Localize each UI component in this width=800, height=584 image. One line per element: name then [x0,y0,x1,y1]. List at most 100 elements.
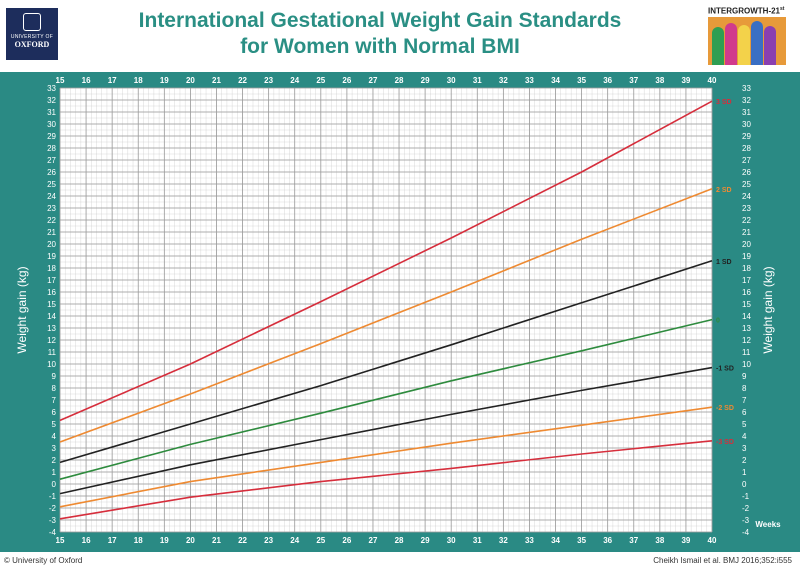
y-tick-label: 4 [52,432,57,441]
y-tick-label: 23 [47,204,56,213]
y-tick-label: 24 [742,192,751,201]
series-line [59,260,713,464]
y-tick-label: -1 [49,492,57,501]
y-tick-label: 29 [47,132,56,141]
x-tick-label: 30 [447,76,456,85]
x-tick-label: 26 [342,536,351,545]
y-tick-label: 19 [742,252,751,261]
copyright-text: © University of Oxford [4,556,83,565]
series-line [59,100,713,422]
y-tick-label: 13 [742,324,751,333]
y-tick-label: 27 [742,156,751,165]
x-axis-label: Weeks [755,520,781,529]
y-tick-label: 32 [47,96,56,105]
series-label: 1 SD [716,259,732,266]
series-line [59,366,713,495]
y-tick-label: 23 [742,204,751,213]
y-tick-label: 10 [47,360,56,369]
x-tick-label: 40 [708,76,717,85]
series-label: -3 SD [716,439,734,446]
y-tick-label: -4 [49,528,57,537]
y-tick-label: 11 [742,348,751,357]
series-label: 3 SD [716,99,732,106]
x-tick-label: 25 [316,536,325,545]
x-tick-label: 18 [134,76,143,85]
weight-gain-chart: 3 SD2 SD1 SD0-1 SD-2 SD-3 SD 15 16 17 18 19 2… [0,72,800,552]
y-tick-label: 22 [47,216,56,225]
title-line2: for Women with Normal BMI [240,35,520,58]
x-tick-label: 19 [160,536,169,545]
y-tick-label: 20 [47,240,56,249]
x-tick-label: 26 [342,76,351,85]
x-tick-label: 30 [447,536,456,545]
title-line1: International Gestational Weight Gain St… [138,9,622,32]
x-tick-label: 28 [395,76,404,85]
y-tick-label: 28 [742,144,751,153]
x-tick-labels-top: 15 16 17 18 19 20 21 22 23 24 25 26 27 28 29 30 31 32 33 34… [56,76,717,85]
x-tick-label: 21 [212,536,221,545]
logo-line2: OXFORD [14,40,50,49]
y-tick-label: 10 [742,360,751,369]
y-tick-label: 7 [52,396,57,405]
series-line [59,440,713,520]
y-tick-label: 29 [742,132,751,141]
x-tick-label: 33 [525,536,534,545]
y-tick-label: 33 [47,84,56,93]
y-tick-label: 19 [47,252,56,261]
y-tick-labels-right: -4-3-2-101234567891011121314151617181920… [742,84,751,537]
x-tick-label: 17 [108,536,117,545]
crest-icon [23,13,41,31]
x-tick-label: 34 [551,76,560,85]
y-tick-label: 18 [742,264,751,273]
y-tick-label: -2 [742,504,750,513]
y-tick-label: -1 [742,492,750,501]
x-tick-label: 29 [421,76,430,85]
series-label: -1 SD [716,366,734,373]
x-tick-label: 39 [681,536,690,545]
x-tick-label: 23 [264,536,273,545]
intergrowth-women-illustration [708,17,786,65]
y-tick-label: -3 [49,516,57,525]
y-tick-label: 6 [52,408,57,417]
y-tick-label: 33 [742,84,751,93]
x-tick-label: 18 [134,536,143,545]
x-tick-label: 20 [186,76,195,85]
y-tick-label: -3 [742,516,750,525]
y-tick-label: 1 [742,468,747,477]
x-tick-label: 36 [603,76,612,85]
y-tick-label: 18 [47,264,56,273]
y-tick-label: 12 [47,336,56,345]
y-tick-label: 13 [47,324,56,333]
x-tick-label: 35 [577,76,586,85]
y-tick-label: 12 [742,336,751,345]
y-tick-label: 20 [742,240,751,249]
y-tick-label: 4 [742,432,747,441]
series-line [59,188,713,443]
y-tick-label: 11 [48,348,57,357]
y-axis-label-right: Weight gain (kg) [761,266,775,353]
series-labels: 3 SD 2 SD 1 SD 0 -1 SD -2 SD -3 SD [716,99,734,446]
page-title: International Gestational Weight Gain St… [120,8,640,60]
x-tick-label: 31 [473,76,482,85]
y-tick-label: 17 [742,276,751,285]
x-tick-label: 27 [369,76,378,85]
y-tick-label: 3 [742,444,747,453]
x-tick-label: 19 [160,76,169,85]
y-tick-label: 17 [47,276,56,285]
series-line [59,406,713,508]
y-tick-label: -2 [49,504,57,513]
y-tick-label: 21 [47,228,56,237]
y-tick-label: 0 [52,480,57,489]
y-tick-label: -4 [742,528,750,537]
y-tick-label: 2 [742,456,747,465]
x-tick-label: 39 [681,76,690,85]
y-tick-label: 21 [742,228,751,237]
y-tick-label: 1 [52,468,57,477]
y-tick-label: 8 [742,384,747,393]
y-tick-label: 27 [47,156,56,165]
x-tick-labels-bottom: 15 16 17 18 19 20 21 22 23 24 25 26 27 28 29 30 31 32 33 34… [56,536,717,545]
series-lines [59,100,713,520]
x-tick-label: 27 [369,536,378,545]
citation-text: Cheikh Ismail et al. BMJ 2016;352:i555 [653,556,792,565]
x-tick-label: 20 [186,536,195,545]
